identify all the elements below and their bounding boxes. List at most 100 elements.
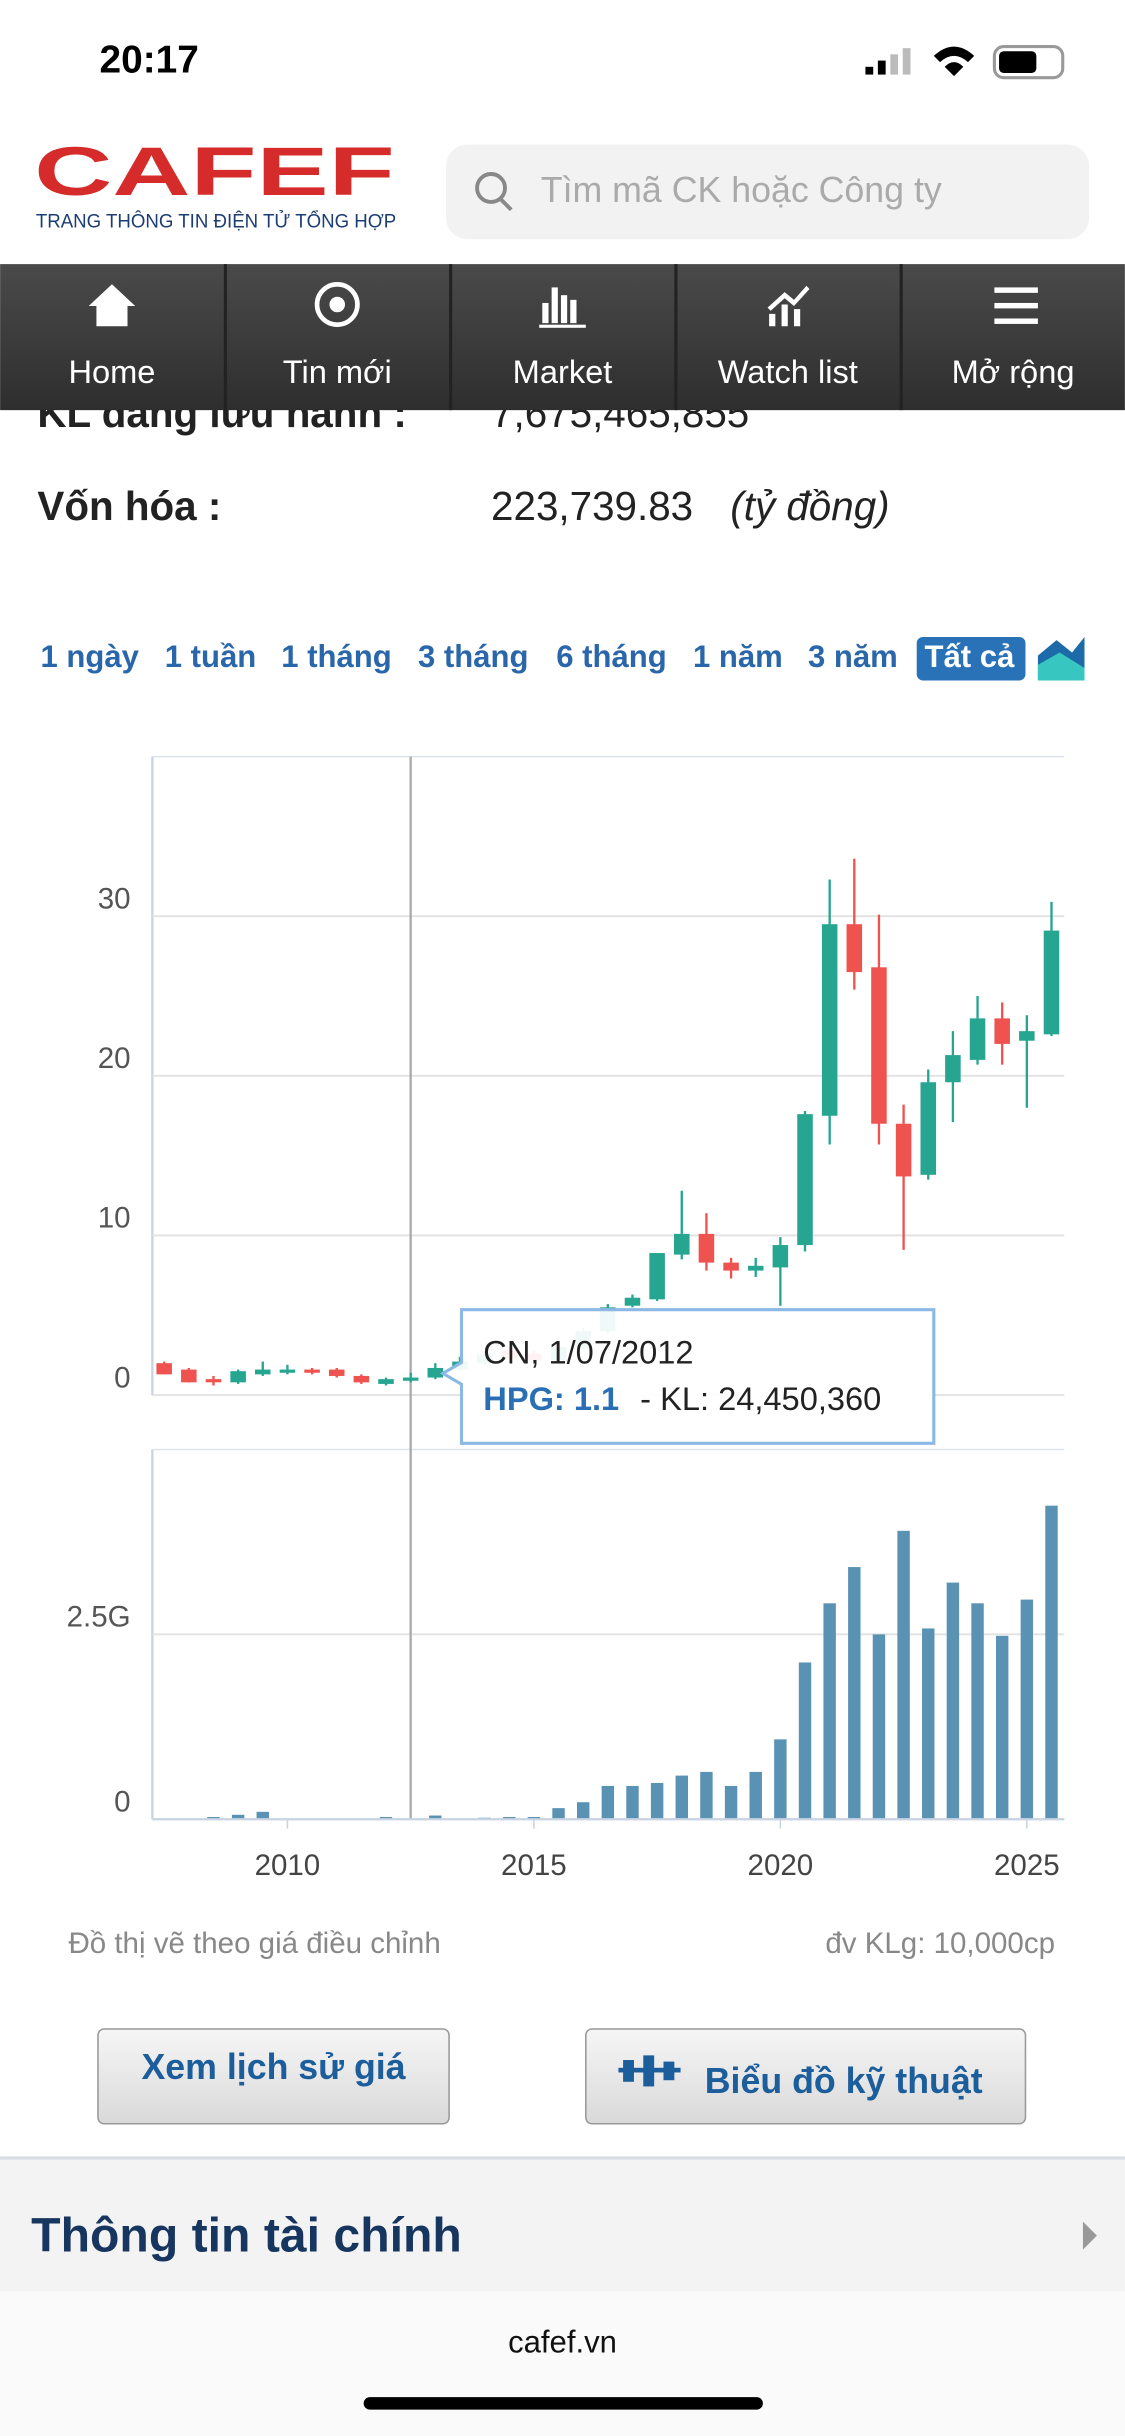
- candle-body: [402, 1377, 419, 1381]
- volume-bar: [1020, 1599, 1034, 1820]
- candle-body: [945, 1055, 961, 1083]
- volume-bar: [971, 1603, 984, 1820]
- logo[interactable]: CAFEF: [34, 134, 394, 210]
- volume-bar: [1045, 1505, 1058, 1820]
- x-tick-label: 2010: [255, 1849, 321, 1882]
- range-option[interactable]: 6 tháng: [556, 639, 666, 674]
- candle-body: [378, 1379, 394, 1384]
- status-time: 20:17: [100, 38, 199, 81]
- range-option[interactable]: Tất cả: [924, 639, 1014, 674]
- wifi-icon: [933, 46, 975, 77]
- candle-body: [797, 1114, 813, 1246]
- candle-body: [624, 1297, 641, 1306]
- candle-body: [427, 1367, 444, 1378]
- volume-bar: [922, 1628, 935, 1820]
- nav-label[interactable]: Watch list: [718, 353, 858, 390]
- y-tick-label: 30: [98, 882, 131, 915]
- range-active[interactable]: [916, 636, 1026, 681]
- x-tick-label: 2025: [994, 1849, 1060, 1882]
- nav-label[interactable]: Home: [68, 353, 155, 390]
- range-option[interactable]: 1 năm: [693, 639, 783, 674]
- range-option[interactable]: 1 ngày: [40, 639, 139, 674]
- button-label[interactable]: Xem lịch sử giá: [141, 2047, 405, 2087]
- candle-body: [1043, 930, 1060, 1035]
- tooltip-price: HPG: 1.1: [483, 1380, 619, 1417]
- volume-bar: [256, 1811, 269, 1820]
- candle-body: [353, 1375, 370, 1383]
- nav-label[interactable]: Market: [513, 353, 613, 390]
- candle-body: [156, 1363, 172, 1375]
- candle-body: [698, 1233, 715, 1263]
- range-option[interactable]: 1 tháng: [281, 639, 391, 674]
- y-tick-label: 0: [114, 1785, 130, 1818]
- volume-bar: [552, 1808, 565, 1820]
- volume-bar: [995, 1635, 1009, 1820]
- candle-body: [230, 1371, 246, 1383]
- candle-body: [747, 1265, 764, 1271]
- footer: [0, 2291, 1125, 2436]
- volume-bar: [749, 1771, 762, 1820]
- tooltip-volume: - KL: 24,450,360: [640, 1380, 881, 1417]
- volume-bar: [897, 1530, 910, 1820]
- volume-bar: [724, 1785, 738, 1820]
- info-unit: (tỷ đồng): [730, 483, 889, 529]
- volume-bar: [576, 1802, 590, 1820]
- nav-icons: [88, 281, 1038, 328]
- candle-body: [181, 1369, 197, 1383]
- nav-items: Home Tin mới Market Watch list Mở rộng: [68, 264, 1075, 411]
- y-tick-label: 10: [98, 1202, 131, 1235]
- tooltip-box: [439, 1308, 936, 1445]
- battery-icon: [992, 45, 1065, 80]
- volume-bar: [946, 1582, 960, 1820]
- search-box[interactable]: [445, 144, 1090, 240]
- chart-type-icon-fill: [1037, 652, 1085, 681]
- section-bar[interactable]: [0, 2157, 1125, 2292]
- volume-bar: [774, 1739, 787, 1820]
- volume-bar: [823, 1603, 836, 1820]
- volume-bar: [231, 1814, 245, 1820]
- volume-bar: [626, 1785, 639, 1820]
- range-selector: 1 ngày 1 tuần 1 tháng 3 tháng 6 tháng 1 năm 3 …: [40, 636, 1026, 681]
- candle-icon: [618, 2055, 681, 2087]
- chart: 0 10 20 30 0 2.5G 2010 2015 2020 2025 CN, 1/07/201…: [67, 755, 1065, 1882]
- candle-body: [205, 1379, 222, 1383]
- section-title[interactable]: Thông tin tài chính: [31, 2208, 462, 2262]
- chevron: [1082, 2221, 1097, 2250]
- volume-bar: [872, 1634, 886, 1820]
- logo-tagline: TRANG THÔNG TIN ĐIỆN TỬ TỔNG HỢP: [36, 208, 396, 232]
- button[interactable]: [585, 2028, 1027, 2125]
- candle-body: [994, 1018, 1010, 1044]
- y-tick-label: 0: [114, 1361, 130, 1394]
- search-placeholder[interactable]: Tìm mã CK hoặc Công ty: [541, 170, 942, 210]
- nav-label[interactable]: Mở rộng: [952, 353, 1075, 390]
- candle-body: [920, 1082, 937, 1175]
- candle-body: [1019, 1031, 1035, 1041]
- y-tick-label: 20: [98, 1042, 131, 1075]
- info-label: Vốn hóa :: [37, 483, 221, 529]
- footer-domain: cafef.vn: [508, 2325, 617, 2360]
- volume-bar: [650, 1782, 664, 1820]
- range-option[interactable]: 3 năm: [808, 639, 898, 674]
- chart-note: Đồ thị vẽ theo giá điều chỉnh: [68, 1927, 440, 1960]
- range-option[interactable]: 1 tuần: [165, 639, 256, 674]
- home-indicator: [363, 2397, 763, 2410]
- header: 20:17 CAFEF TRANG THÔNG TIN ĐIỆN TỬ TỔNG…: [0, 0, 1125, 411]
- candle-body: [279, 1369, 296, 1373]
- candle-body: [895, 1123, 912, 1177]
- tooltip-date: CN, 1/07/2012: [483, 1333, 693, 1370]
- volume-bar: [601, 1785, 615, 1820]
- candle-body: [969, 1018, 986, 1060]
- volume-bar: [429, 1815, 442, 1820]
- candle-body: [821, 924, 838, 1116]
- button-label[interactable]: Biểu đồ kỹ thuật: [705, 2061, 983, 2101]
- candle-body: [304, 1369, 320, 1373]
- volume-bar: [848, 1567, 861, 1820]
- chart-note: đv KLg: 10,000cp: [825, 1927, 1055, 1960]
- button[interactable]: [97, 2028, 450, 2125]
- candle-body: [723, 1262, 739, 1271]
- x-tick-label: 2020: [748, 1849, 814, 1882]
- range-option[interactable]: 3 tháng: [418, 639, 528, 674]
- candle-body: [328, 1369, 345, 1376]
- nav-label[interactable]: Tin mới: [283, 353, 392, 390]
